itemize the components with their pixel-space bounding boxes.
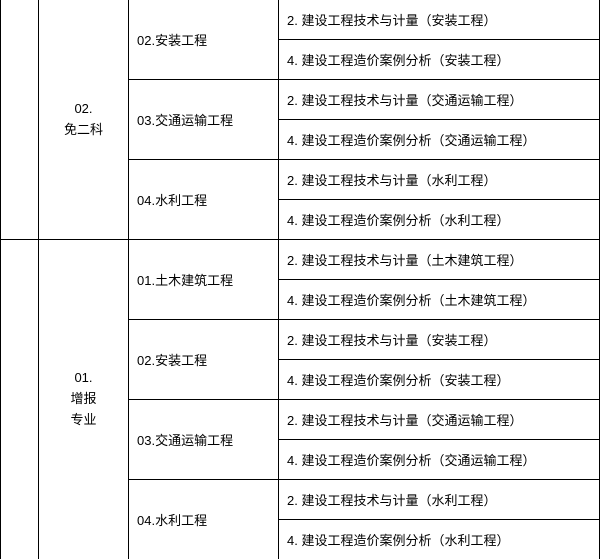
subject-row: 2. 建设工程技术与计量（安装工程） xyxy=(279,320,599,359)
subject-text: 4. 建设工程造价案例分析（安装工程） xyxy=(287,50,509,69)
specialty-label: 01.土木建筑工程 xyxy=(137,270,233,289)
specialty-cell: 02.安装工程 xyxy=(129,320,279,399)
subject-row: 2. 建设工程技术与计量（交通运输工程） xyxy=(279,400,599,439)
specialty-row: 01.土木建筑工程 2. 建设工程技术与计量（土木建筑工程） 4. 建设工程造价… xyxy=(129,240,599,320)
specialty-label: 04.水利工程 xyxy=(137,510,207,529)
specialty-row: 02.安装工程 2. 建设工程技术与计量（安装工程） 4. 建设工程造价案例分析… xyxy=(129,320,599,400)
level-code: 01. xyxy=(74,370,92,385)
subject-row: 4. 建设工程造价案例分析（交通运输工程） xyxy=(279,439,599,479)
subject-row: 2. 建设工程技术与计量（安装工程） xyxy=(279,0,599,39)
specialty-label: 03.交通运输工程 xyxy=(137,110,233,129)
specialty-label: 03.交通运输工程 xyxy=(137,430,233,449)
specialty-row: 04.水利工程 2. 建设工程技术与计量（水利工程） 4. 建设工程造价案例分析… xyxy=(129,160,599,239)
subject-text: 2. 建设工程技术与计量（水利工程） xyxy=(287,490,496,509)
subject-text: 4. 建设工程造价案例分析（安装工程） xyxy=(287,370,509,389)
subject-text: 2. 建设工程技术与计量（交通运输工程） xyxy=(287,90,522,109)
level-name: 免二科 xyxy=(64,122,103,137)
subject-text: 2. 建设工程技术与计量（安装工程） xyxy=(287,330,496,349)
subject-row: 2. 建设工程技术与计量（水利工程） xyxy=(279,160,599,199)
specialty-cell: 02.安装工程 xyxy=(129,0,279,79)
specialty-cell: 04.水利工程 xyxy=(129,480,279,559)
specialty-row: 03.交通运输工程 2. 建设工程技术与计量（交通运输工程） 4. 建设工程造价… xyxy=(129,80,599,160)
specialty-cell: 03.交通运输工程 xyxy=(129,400,279,479)
subject-text: 2. 建设工程技术与计量（安装工程） xyxy=(287,10,496,29)
subject-row: 4. 建设工程造价案例分析（安装工程） xyxy=(279,359,599,399)
subject-row: 4. 建设工程造价案例分析（交通运输工程） xyxy=(279,119,599,159)
subject-text: 2. 建设工程技术与计量（水利工程） xyxy=(287,170,496,189)
level-cell: 01. 增报 专业 xyxy=(39,240,129,559)
specialty-cell: 03.交通运输工程 xyxy=(129,80,279,159)
subjects-cell: 2. 建设工程技术与计量（安装工程） 4. 建设工程造价案例分析（安装工程） xyxy=(279,0,599,79)
exam-table: 02. 免二科 02.安装工程 2. 建设工程技术与计量（安装工程） 4. 建设… xyxy=(0,0,600,559)
level-name: 增报 xyxy=(70,391,96,406)
subject-text: 4. 建设工程造价案例分析（交通运输工程） xyxy=(287,130,535,149)
level-row: 02. 免二科 02.安装工程 2. 建设工程技术与计量（安装工程） 4. 建设… xyxy=(1,0,599,240)
subjects-cell: 2. 建设工程技术与计量（交通运输工程） 4. 建设工程造价案例分析（交通运输工… xyxy=(279,400,599,479)
level-cell: 02. 免二科 xyxy=(39,0,129,239)
subject-row: 4. 建设工程造价案例分析（水利工程） xyxy=(279,199,599,239)
subjects-cell: 2. 建设工程技术与计量（水利工程） 4. 建设工程造价案例分析（水利工程） xyxy=(279,480,599,559)
specialties-col: 02.安装工程 2. 建设工程技术与计量（安装工程） 4. 建设工程造价案例分析… xyxy=(129,0,599,239)
subjects-cell: 2. 建设工程技术与计量（土木建筑工程） 4. 建设工程造价案例分析（土木建筑工… xyxy=(279,240,599,319)
subject-row: 2. 建设工程技术与计量（水利工程） xyxy=(279,480,599,519)
empty-col xyxy=(1,0,39,239)
subject-row: 2. 建设工程技术与计量（交通运输工程） xyxy=(279,80,599,119)
specialty-label: 02.安装工程 xyxy=(137,30,207,49)
subject-text: 4. 建设工程造价案例分析（交通运输工程） xyxy=(287,450,535,469)
subject-row: 2. 建设工程技术与计量（土木建筑工程） xyxy=(279,240,599,279)
level-code: 02. xyxy=(74,101,92,116)
subject-text: 2. 建设工程技术与计量（土木建筑工程） xyxy=(287,250,522,269)
subject-row: 4. 建设工程造价案例分析（安装工程） xyxy=(279,39,599,79)
specialty-cell: 01.土木建筑工程 xyxy=(129,240,279,319)
subjects-cell: 2. 建设工程技术与计量（水利工程） 4. 建设工程造价案例分析（水利工程） xyxy=(279,160,599,239)
specialty-row: 04.水利工程 2. 建设工程技术与计量（水利工程） 4. 建设工程造价案例分析… xyxy=(129,480,599,559)
specialty-row: 03.交通运输工程 2. 建设工程技术与计量（交通运输工程） 4. 建设工程造价… xyxy=(129,400,599,480)
subject-row: 4. 建设工程造价案例分析（水利工程） xyxy=(279,519,599,559)
specialties-col: 01.土木建筑工程 2. 建设工程技术与计量（土木建筑工程） 4. 建设工程造价… xyxy=(129,240,599,559)
level-row: 01. 增报 专业 01.土木建筑工程 2. 建设工程技术与计量（土木建筑工程）… xyxy=(1,240,599,559)
subjects-cell: 2. 建设工程技术与计量（安装工程） 4. 建设工程造价案例分析（安装工程） xyxy=(279,320,599,399)
specialty-label: 04.水利工程 xyxy=(137,190,207,209)
subject-row: 4. 建设工程造价案例分析（土木建筑工程） xyxy=(279,279,599,319)
specialty-cell: 04.水利工程 xyxy=(129,160,279,239)
subject-text: 4. 建设工程造价案例分析（水利工程） xyxy=(287,530,509,549)
empty-col xyxy=(1,240,39,559)
subject-text: 4. 建设工程造价案例分析（水利工程） xyxy=(287,210,509,229)
subject-text: 4. 建设工程造价案例分析（土木建筑工程） xyxy=(287,290,535,309)
specialty-label: 02.安装工程 xyxy=(137,350,207,369)
subjects-cell: 2. 建设工程技术与计量（交通运输工程） 4. 建设工程造价案例分析（交通运输工… xyxy=(279,80,599,159)
level-name2: 专业 xyxy=(70,412,96,427)
specialty-row: 02.安装工程 2. 建设工程技术与计量（安装工程） 4. 建设工程造价案例分析… xyxy=(129,0,599,80)
subject-text: 2. 建设工程技术与计量（交通运输工程） xyxy=(287,410,522,429)
